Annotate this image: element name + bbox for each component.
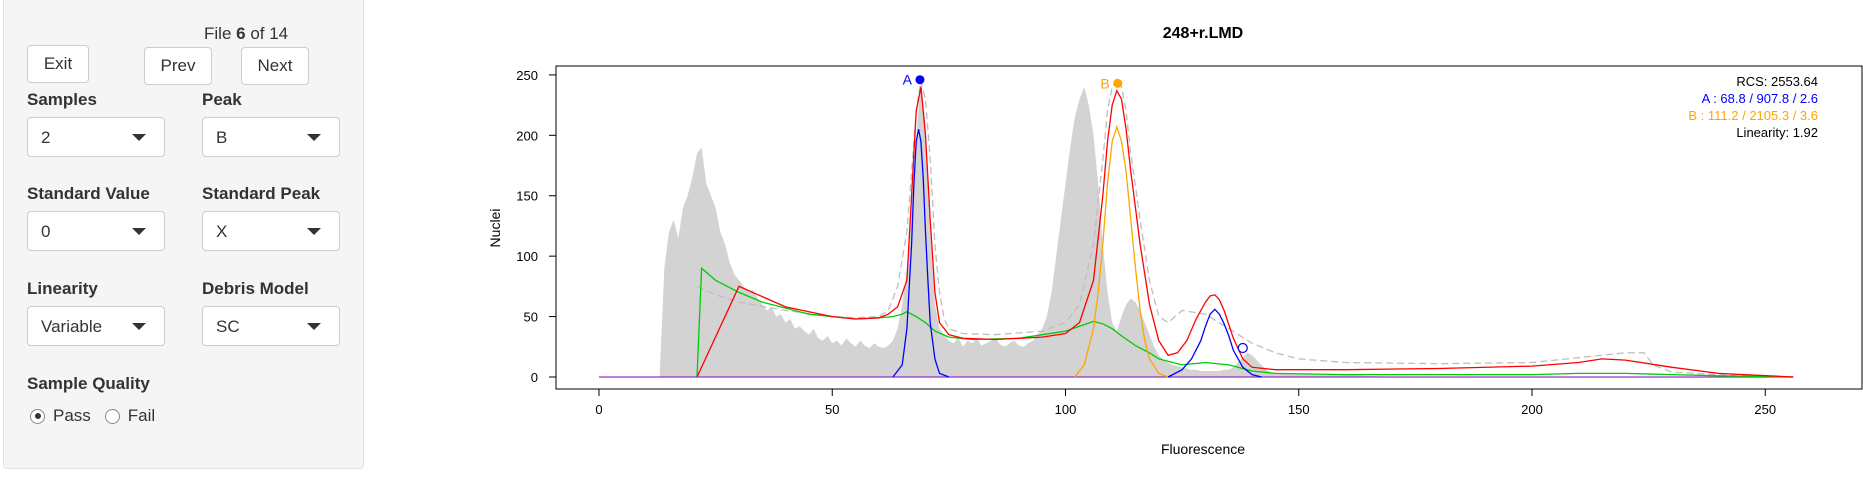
standard-peak-label: Standard Peak (202, 184, 321, 203)
peak-a-marker (915, 75, 925, 85)
file-counter: File 6 of 14 (204, 24, 289, 43)
chevron-down-icon (307, 323, 321, 330)
x-tick-label: 0 (595, 402, 602, 417)
peak-select[interactable]: B (202, 117, 340, 157)
legend: RCS: 2553.64 A : 68.8 / 907.8 / 2.6 B : … (1688, 74, 1818, 140)
debris-model-select[interactable]: SC (202, 306, 340, 346)
debris-model-value: SC (216, 317, 240, 336)
standard-value-value: 0 (41, 222, 51, 241)
samples-select[interactable]: 2 (27, 117, 165, 157)
chevron-down-icon (132, 228, 146, 235)
linearity-label: Linearity (27, 279, 98, 298)
dashed-fit-line (696, 77, 1794, 378)
y-tick-label: 150 (516, 189, 538, 204)
chart-title: 248+r.LMD (1163, 25, 1243, 42)
pass-radio[interactable] (30, 408, 45, 424)
y-tick-label: 50 (524, 310, 538, 325)
peak-label: Peak (202, 90, 242, 109)
peak-b-marker-label: B (1100, 75, 1109, 91)
chevron-down-icon (307, 228, 321, 235)
debris-model-label: Debris Model (202, 279, 309, 298)
next-button[interactable]: Next (241, 47, 309, 85)
prev-button[interactable]: Prev (144, 47, 212, 85)
peak-a-curve-line (892, 129, 950, 378)
standard-peak-select[interactable]: X (202, 211, 340, 251)
exit-button[interactable]: Exit (27, 45, 89, 83)
x-tick-label: 200 (1521, 402, 1543, 417)
x-tick-label: 150 (1288, 402, 1310, 417)
fail-radio[interactable] (104, 408, 120, 424)
histogram-area (659, 80, 1392, 378)
fail-radio-label: Fail (127, 406, 156, 425)
legend-linearity: Linearity: 1.92 (1736, 125, 1818, 140)
peak-c-curve-line (1167, 308, 1262, 378)
peak-b-marker (1113, 78, 1123, 88)
x-tick-label: 250 (1754, 402, 1776, 417)
sample-quality-label: Sample Quality (27, 374, 150, 393)
y-axis-label: Nuclei (487, 209, 503, 248)
x-tick-label: 50 (825, 402, 839, 417)
plot-frame (555, 65, 1863, 390)
peak-value: B (216, 128, 228, 147)
pass-radio-label: Pass (53, 406, 91, 425)
y-tick-label: 250 (516, 68, 538, 83)
peak-b-curve-line (1074, 124, 1169, 378)
samples-value: 2 (41, 128, 51, 147)
legend-peak-a: A : 68.8 / 907.8 / 2.6 (1702, 91, 1818, 106)
model-fit-line (696, 86, 1794, 378)
samples-label: Samples (27, 90, 97, 109)
chevron-down-icon (132, 134, 146, 141)
linearity-value: Variable (41, 317, 103, 336)
x-axis-label: Fluorescence (1161, 441, 1245, 457)
x-tick-label: 100 (1055, 402, 1077, 417)
peak-c-open-marker (1237, 342, 1248, 354)
y-tick-label: 100 (516, 249, 538, 264)
debris-curve-line (696, 266, 1794, 378)
standard-value-select[interactable]: 0 (27, 211, 165, 251)
chevron-down-icon (307, 134, 321, 141)
peak-a-marker-label: A (903, 72, 913, 88)
legend-rcs: RCS: 2553.64 (1736, 74, 1818, 89)
linearity-select[interactable]: Variable (27, 306, 165, 346)
control-panel: File 6 of 14 Exit Prev Next Samples 2 Pe… (3, 0, 364, 469)
y-tick-label: 0 (531, 370, 538, 385)
legend-peak-b: B : 111.2 / 2105.3 / 3.6 (1688, 108, 1818, 123)
standard-value-label: Standard Value (27, 184, 150, 203)
y-tick-label: 200 (516, 128, 538, 143)
standard-peak-value: X (216, 222, 228, 241)
sample-quality-radio-group: Pass Fail (30, 406, 169, 426)
chevron-down-icon (132, 323, 146, 330)
